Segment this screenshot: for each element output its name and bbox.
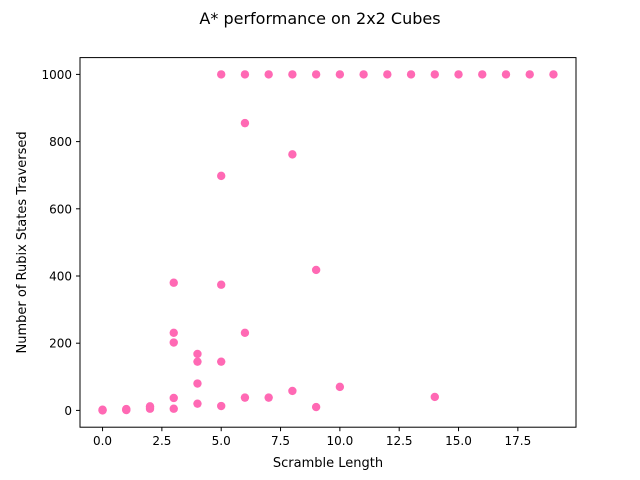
x-tick-label: 0.0 <box>93 434 112 448</box>
data-point <box>525 70 534 79</box>
data-point <box>478 70 487 79</box>
data-point <box>240 328 250 337</box>
x-tick-label: 17.5 <box>504 434 531 448</box>
data-point <box>335 382 345 392</box>
y-tick-label: 1000 <box>41 68 72 82</box>
y-tick-label: 0 <box>64 404 72 418</box>
data-point <box>122 405 131 415</box>
data-point <box>311 70 321 79</box>
y-tick-label: 600 <box>49 202 72 216</box>
x-tick-label: 15.0 <box>445 434 472 448</box>
data-point <box>217 280 226 289</box>
y-tick-label: 200 <box>49 337 72 351</box>
data-point <box>193 379 202 388</box>
x-tick-label: 7.5 <box>271 434 290 448</box>
data-point <box>406 70 416 79</box>
data-point <box>454 70 463 79</box>
data-point <box>264 70 273 79</box>
data-point <box>430 70 439 79</box>
data-point <box>311 265 321 275</box>
plot-frame <box>79 57 577 428</box>
data-point <box>217 357 226 366</box>
x-tick-label: 5.0 <box>212 434 231 448</box>
data-point <box>288 386 297 396</box>
data-point <box>217 171 226 181</box>
data-point <box>240 70 250 79</box>
x-tick-label: 10.0 <box>327 434 354 448</box>
data-point <box>193 349 202 359</box>
data-point <box>501 70 511 79</box>
data-point <box>98 406 107 415</box>
data-points <box>98 70 558 415</box>
y-tick-label: 400 <box>49 270 72 284</box>
data-point <box>288 70 297 79</box>
y-axis-label: Number of Rubix States Traversed <box>15 131 30 353</box>
data-point <box>359 70 368 79</box>
data-point <box>383 70 392 79</box>
data-point <box>549 70 558 79</box>
data-point <box>335 70 345 79</box>
data-point <box>145 402 155 411</box>
data-point <box>169 278 178 287</box>
x-tick-label: 12.5 <box>386 434 413 448</box>
data-point <box>217 401 226 411</box>
data-point <box>240 393 250 402</box>
data-point <box>430 392 439 402</box>
chart-title: A* performance on 2x2 Cubes <box>199 9 440 28</box>
data-point <box>217 70 226 79</box>
data-point <box>169 328 178 337</box>
data-point <box>288 150 297 159</box>
x-axis-ticks: 0.0 2.5 5.0 7.5 10.0 12.5 15.0 17.5 <box>93 427 531 448</box>
data-point <box>264 393 273 402</box>
y-tick-label: 800 <box>49 135 72 149</box>
data-point <box>193 357 202 366</box>
data-point <box>169 404 178 413</box>
data-point <box>169 393 178 403</box>
x-tick-label: 2.5 <box>152 434 171 448</box>
data-point <box>240 118 250 128</box>
data-point <box>193 399 202 408</box>
data-point <box>169 338 178 347</box>
x-axis-label: Scramble Length <box>273 456 383 471</box>
data-point <box>311 402 321 412</box>
y-axis-ticks: 0 200 400 600 800 1000 <box>41 68 80 418</box>
